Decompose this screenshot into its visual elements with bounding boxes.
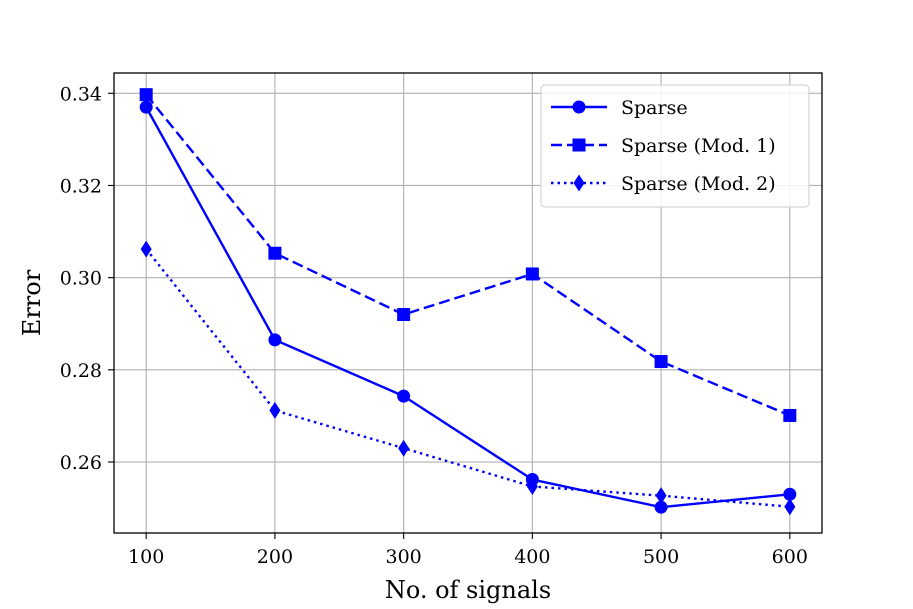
- data-point: [783, 408, 797, 422]
- legend-marker: [573, 174, 585, 192]
- series-line: [145, 93, 791, 417]
- series-line: [145, 106, 790, 509]
- series-3: [140, 240, 796, 516]
- data-point: [525, 267, 539, 281]
- x-tick-label: 300: [386, 546, 422, 568]
- plot-frame: [113, 72, 823, 534]
- x-tick-label: 100: [128, 546, 164, 568]
- data-point: [268, 246, 282, 260]
- y-tick-label: 0.26: [60, 452, 102, 474]
- x-tick-label: 500: [643, 546, 679, 568]
- data-point: [268, 333, 282, 347]
- legend-marker: [572, 138, 586, 152]
- y-tick-label: 0.34: [60, 83, 102, 105]
- data-point: [783, 487, 797, 501]
- y-tick-label: 0.30: [60, 268, 102, 290]
- data-point: [655, 487, 667, 505]
- x-tick-label: 600: [772, 546, 808, 568]
- legend-label: Sparse: [621, 97, 688, 119]
- legend-marker: [572, 100, 586, 114]
- series-1: [139, 100, 797, 514]
- legend: Sparse Sparse (Mod. 1) Sparse (Mod. 2): [540, 84, 810, 208]
- data-point: [140, 240, 152, 258]
- legend-entry: Sparse (Mod. 1): [551, 135, 776, 157]
- data-point: [397, 389, 411, 403]
- data-point: [269, 401, 281, 419]
- data-point: [397, 308, 411, 322]
- x-tick-label: 400: [514, 546, 550, 568]
- legend-label: Sparse (Mod. 2): [621, 173, 776, 195]
- legend-entry: Sparse: [551, 97, 688, 119]
- y-tick-label: 0.28: [60, 360, 102, 382]
- series-line: [145, 248, 790, 508]
- legend-entry: Sparse (Mod. 2): [551, 173, 776, 195]
- data-point: [784, 498, 796, 516]
- data-point: [139, 88, 153, 102]
- data-point: [654, 355, 668, 369]
- data-point: [139, 100, 153, 114]
- x-axis-title: No. of signals: [385, 576, 551, 604]
- data-point: [398, 439, 410, 457]
- legend-label: Sparse (Mod. 1): [621, 135, 776, 157]
- data-point: [654, 500, 668, 514]
- legend-box: [540, 84, 810, 208]
- data-point: [526, 477, 538, 495]
- ticks: 100 200 300 400 500 600 0.26 0.28 0.30 0.32 0.34: [60, 83, 808, 568]
- series-layer: [139, 88, 797, 516]
- x-tick-label: 200: [257, 546, 293, 568]
- series-2: [139, 88, 797, 422]
- y-axis-title: Error: [18, 269, 46, 336]
- y-tick-label: 0.32: [60, 175, 102, 197]
